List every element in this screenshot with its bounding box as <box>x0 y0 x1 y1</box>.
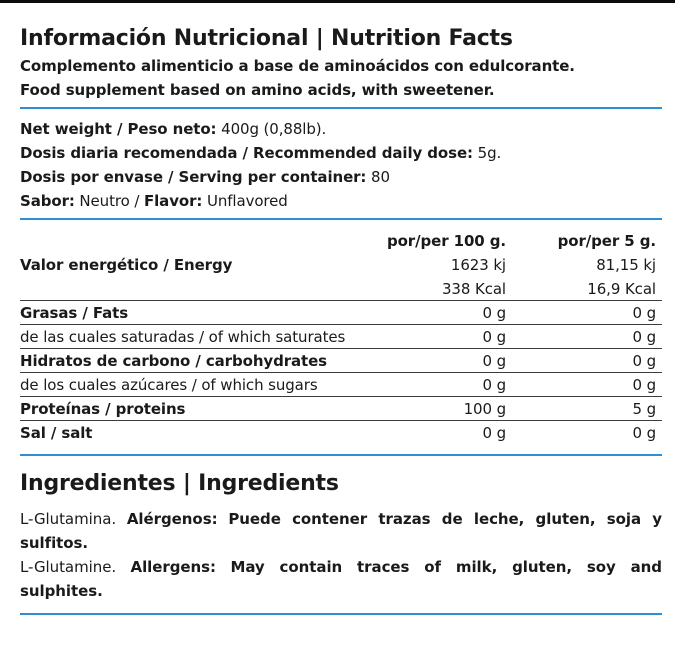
row-label: Proteínas / proteins <box>20 400 186 418</box>
value-100g: 0 g <box>482 376 506 394</box>
net-weight-value: 400g (0,88lb). <box>216 120 327 138</box>
servings-value: 80 <box>366 168 390 186</box>
flavor-label-es: Sabor: <box>20 192 75 210</box>
row-label: de las cuales saturadas / of which satur… <box>20 328 346 346</box>
row-label: de los cuales azúcares / of which sugars <box>20 376 318 394</box>
table-row: de los cuales azúcares / of which sugars… <box>20 373 662 397</box>
value-5g: 0 g <box>632 352 656 370</box>
ingredients-title: Ingredientes | Ingredients <box>20 471 339 496</box>
table-row: de las cuales saturadas / of which satur… <box>20 325 662 349</box>
flavor-label-en: Flavor: <box>143 192 203 210</box>
header-section: Información Nutricional | Nutrition Fact… <box>20 26 662 102</box>
table-row: 338 Kcal 16,9 Kcal <box>20 277 662 301</box>
flavor: Sabor: Neutro / Flavor: Unflavored <box>20 189 662 213</box>
top-bar <box>0 0 675 3</box>
col-100g-header: por/per 100 g. <box>386 232 506 250</box>
description-es: Complemento alimenticio a base de aminoá… <box>20 57 575 75</box>
divider <box>20 107 662 109</box>
value-100g: 0 g <box>482 352 506 370</box>
ingredient-es: L-Glutamina. <box>20 510 117 528</box>
value-5g: 16,9 Kcal <box>587 280 656 298</box>
value-5g: 81,15 kj <box>596 256 656 274</box>
table-row: Proteínas / proteins 100 g 5 g <box>20 397 662 421</box>
value-5g: 0 g <box>632 328 656 346</box>
divider <box>20 218 662 220</box>
value-100g: 100 g <box>463 400 507 418</box>
allergen-text-es: Puede contener trazas de leche, gluten, … <box>20 510 662 552</box>
net-weight-label: Net weight / Peso neto: <box>20 120 217 138</box>
flavor-value-en: Unflavored <box>202 192 288 210</box>
ingredient-en: L-Glutamine. <box>20 558 117 576</box>
row-label: Valor energético / Energy <box>20 256 233 274</box>
value-5g: 0 g <box>632 424 656 442</box>
ingredients-en: L-Glutamine. Allergens: May contain trac… <box>20 555 662 603</box>
allergen-label-en: Allergens: <box>130 558 217 576</box>
ingredients-es: L-Glutamina. Alérgenos: Puede contener t… <box>20 507 662 555</box>
flavor-value-es: Neutro / <box>74 192 144 210</box>
daily-dose: Dosis diaria recomendada / Recommended d… <box>20 141 662 165</box>
value-100g: 0 g <box>482 424 506 442</box>
net-weight: Net weight / Peso neto: 400g (0,88lb). <box>20 117 662 141</box>
servings: Dosis por envase / Serving per container… <box>20 165 662 189</box>
allergen-text-en: May contain traces of milk, gluten, soy … <box>20 558 662 600</box>
ingredients-section: Ingredientes | Ingredients L-Glutamina. … <box>20 471 662 603</box>
divider <box>20 454 662 456</box>
value-5g: 5 g <box>632 400 656 418</box>
row-label: Sal / salt <box>20 424 93 442</box>
servings-label: Dosis por envase / Serving per container… <box>20 168 367 186</box>
table-row: Sal / salt 0 g 0 g <box>20 421 662 445</box>
col-5g-header: por/per 5 g. <box>557 232 656 250</box>
page-title: Información Nutricional | Nutrition Fact… <box>20 26 513 51</box>
value-5g: 0 g <box>632 376 656 394</box>
table-row: Grasas / Fats 0 g 0 g <box>20 301 662 325</box>
description-en: Food supplement based on amino acids, wi… <box>20 81 495 99</box>
daily-dose-label: Dosis diaria recomendada / Recommended d… <box>20 144 473 162</box>
divider <box>20 613 662 615</box>
table-row: Valor energético / Energy 1623 kj 81,15 … <box>20 253 662 277</box>
value-5g: 0 g <box>632 304 656 322</box>
value-100g: 0 g <box>482 328 506 346</box>
row-label: Hidratos de carbono / carbohydrates <box>20 352 328 370</box>
value-100g: 338 Kcal <box>441 280 506 298</box>
value-100g: 0 g <box>482 304 506 322</box>
daily-dose-value: 5g. <box>472 144 502 162</box>
table-header: por/per 100 g. por/per 5 g. <box>20 229 662 253</box>
row-label: Grasas / Fats <box>20 304 129 322</box>
product-info: Net weight / Peso neto: 400g (0,88lb). D… <box>20 117 662 213</box>
table-row: Hidratos de carbono / carbohydrates 0 g … <box>20 349 662 373</box>
allergen-label-es: Alérgenos: <box>126 510 218 528</box>
value-100g: 1623 kj <box>450 256 506 274</box>
